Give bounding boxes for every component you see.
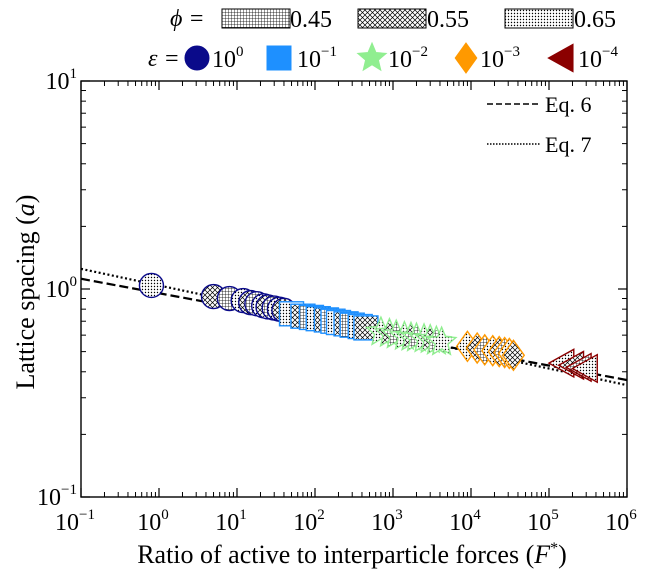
x-tick-label: 100 bbox=[137, 507, 169, 536]
epsilon-legend-marker bbox=[266, 45, 292, 71]
y-tick-label: 101 bbox=[46, 66, 78, 95]
data-point bbox=[138, 272, 165, 299]
x-tick-label: 105 bbox=[527, 507, 559, 536]
y-tick-label: 100 bbox=[46, 274, 78, 303]
epsilon-legend-symbol: ε = bbox=[148, 46, 180, 72]
y-axis-label: Lattice spacing (a) bbox=[11, 195, 40, 390]
x-tick-label: 101 bbox=[215, 507, 247, 536]
phi-legend-label: 0.45 bbox=[290, 7, 332, 33]
plot-area bbox=[81, 81, 627, 497]
fit-legend-label: Eq. 6 bbox=[545, 92, 591, 117]
plot-background bbox=[81, 81, 627, 497]
x-tick-label: 102 bbox=[293, 507, 325, 536]
phi-legend-symbol: ϕ = bbox=[170, 6, 205, 32]
epsilon-legend-label: 10−2 bbox=[388, 44, 428, 73]
x-axis-label: Ratio of active to interparticle forces … bbox=[137, 540, 567, 569]
epsilon-legend-marker bbox=[547, 43, 574, 73]
fit-legend: Eq. 6 Eq. 7 bbox=[487, 92, 591, 157]
data-point bbox=[570, 353, 598, 384]
epsilon-legend-label: 10−1 bbox=[297, 44, 337, 73]
x-tick-label: 10−1 bbox=[55, 507, 95, 536]
axes: 10−1 100 101 102 103 104 105 106 10−1 100 101 bbox=[37, 66, 637, 536]
epsilon-legend-label: 10−4 bbox=[578, 44, 618, 73]
data-point bbox=[501, 339, 526, 372]
epsilon-legend-marker bbox=[184, 45, 210, 71]
phi-legend-label: 0.55 bbox=[427, 7, 469, 33]
phi-legend-label: 0.65 bbox=[574, 7, 616, 33]
legend: ϕ = 0.45 0.55 0.65 ε = 100 10−1 10−2 10−3 10−4 bbox=[148, 6, 618, 74]
epsilon-legend-marker bbox=[454, 42, 478, 74]
y-tick-label: 10−1 bbox=[37, 482, 77, 511]
phi-legend-swatch bbox=[504, 8, 574, 29]
x-tick-label: 103 bbox=[371, 507, 403, 536]
epsilon-legend-label: 10−3 bbox=[480, 44, 520, 73]
fit-legend-label: Eq. 7 bbox=[545, 132, 591, 157]
data-point bbox=[425, 325, 458, 356]
epsilon-legend-marker bbox=[356, 41, 388, 72]
epsilon-legend-label: 100 bbox=[212, 44, 244, 73]
data-points bbox=[138, 272, 598, 384]
phi-legend-swatch bbox=[221, 8, 291, 29]
phi-legend-swatch bbox=[357, 8, 427, 29]
x-tick-label: 106 bbox=[605, 507, 637, 536]
x-tick-label: 104 bbox=[449, 507, 481, 536]
